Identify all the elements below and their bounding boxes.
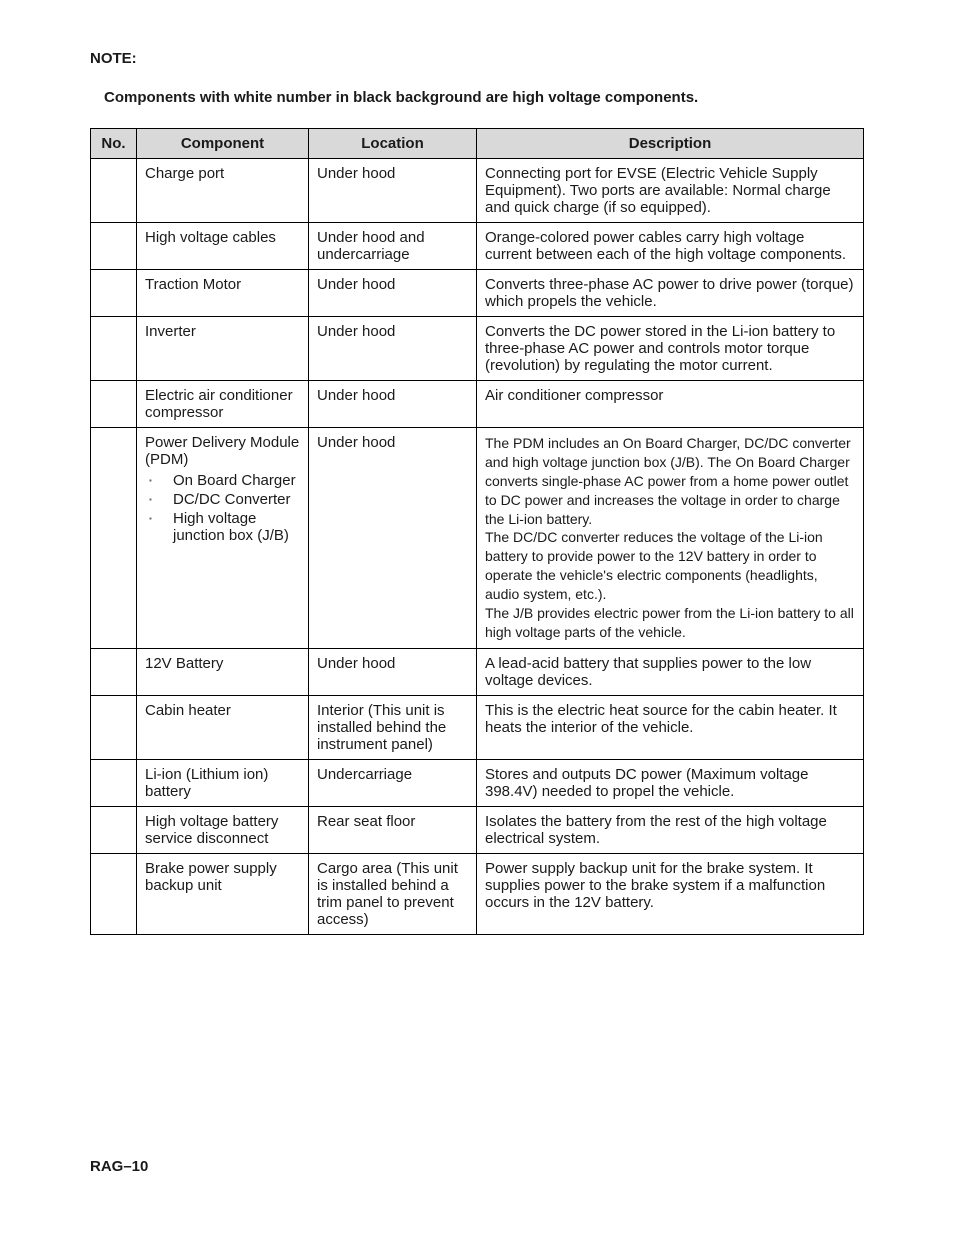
cell-location: Under hood bbox=[309, 648, 477, 695]
cell-no bbox=[91, 648, 137, 695]
cell-component: Inverter bbox=[137, 317, 309, 381]
col-header-component: Component bbox=[137, 129, 309, 159]
cell-no bbox=[91, 759, 137, 806]
col-header-location: Location bbox=[309, 129, 477, 159]
cell-description: Connecting port for EVSE (Electric Vehic… bbox=[477, 159, 864, 223]
cell-description: Orange-colored power cables carry high v… bbox=[477, 223, 864, 270]
cell-location: Under hood bbox=[309, 317, 477, 381]
cell-no bbox=[91, 159, 137, 223]
cell-component: Li-ion (Lithium ion) battery bbox=[137, 759, 309, 806]
cell-component: Electric air conditioner compressor bbox=[137, 381, 309, 428]
component-text: Electric air conditioner compressor bbox=[145, 387, 293, 421]
component-text: Brake power supply backup unit bbox=[145, 860, 277, 894]
note-label: NOTE: bbox=[90, 50, 864, 67]
cell-description: Air conditioner compressor bbox=[477, 381, 864, 428]
component-text: Charge port bbox=[145, 165, 224, 182]
cell-description: Isolates the battery from the rest of th… bbox=[477, 806, 864, 853]
cell-location: Under hood bbox=[309, 159, 477, 223]
component-bullet: High voltage junction box (J/B) bbox=[161, 510, 300, 544]
table-body: Charge portUnder hoodConnecting port for… bbox=[91, 159, 864, 935]
col-header-no: No. bbox=[91, 129, 137, 159]
component-text: Traction Motor bbox=[145, 276, 241, 293]
components-table: No. Component Location Description Charg… bbox=[90, 128, 864, 935]
cell-no bbox=[91, 853, 137, 934]
page: NOTE: Components with white number in bl… bbox=[0, 0, 954, 1235]
cell-location: Under hood bbox=[309, 428, 477, 649]
table-row: Charge port Under hoodConnecting port for… bbox=[91, 159, 864, 223]
cell-no bbox=[91, 317, 137, 381]
cell-component: Brake power supply backup unit bbox=[137, 853, 309, 934]
table-row: Electric air conditioner compressor Under… bbox=[91, 381, 864, 428]
table-header-row: No. Component Location Description bbox=[91, 129, 864, 159]
note-text: Components with white number in black ba… bbox=[90, 89, 864, 106]
component-text: 12V Battery bbox=[145, 655, 223, 672]
cell-description: Converts three-phase AC power to drive p… bbox=[477, 270, 864, 317]
table-row: High voltage battery service disconnect R… bbox=[91, 806, 864, 853]
table-row: Traction Motor Under hoodConverts three-p… bbox=[91, 270, 864, 317]
cell-no bbox=[91, 428, 137, 649]
table-row: Li-ion (Lithium ion) battery Undercarriag… bbox=[91, 759, 864, 806]
table-row: Inverter Under hoodConverts the DC power … bbox=[91, 317, 864, 381]
cell-description: Stores and outputs DC power (Maximum vol… bbox=[477, 759, 864, 806]
cell-description: The PDM includes an On Board Charger, DC… bbox=[477, 428, 864, 649]
cell-component: 12V Battery bbox=[137, 648, 309, 695]
table-row: Cabin heater Interior (This unit is insta… bbox=[91, 695, 864, 759]
col-header-description: Description bbox=[477, 129, 864, 159]
component-text: Li-ion (Lithium ion) battery bbox=[145, 766, 268, 800]
cell-component: High voltage cables bbox=[137, 223, 309, 270]
component-bullet: On Board Charger bbox=[161, 472, 300, 489]
cell-description: Converts the DC power stored in the Li-i… bbox=[477, 317, 864, 381]
component-text: High voltage battery service disconnect bbox=[145, 813, 278, 847]
cell-no bbox=[91, 223, 137, 270]
cell-location: Cargo area (This unit is installed behin… bbox=[309, 853, 477, 934]
cell-description: This is the electric heat source for the… bbox=[477, 695, 864, 759]
cell-component: High voltage battery service disconnect bbox=[137, 806, 309, 853]
cell-no bbox=[91, 381, 137, 428]
cell-component: Power Delivery Module (PDM) On Board Char… bbox=[137, 428, 309, 649]
cell-location: Rear seat floor bbox=[309, 806, 477, 853]
cell-location: Under hood and undercarriage bbox=[309, 223, 477, 270]
cell-location: Interior (This unit is installed behind … bbox=[309, 695, 477, 759]
table-row: Power Delivery Module (PDM) On Board Char… bbox=[91, 428, 864, 649]
cell-location: Under hood bbox=[309, 381, 477, 428]
cell-description: A lead-acid battery that supplies power … bbox=[477, 648, 864, 695]
table-row: 12V Battery Under hoodA lead-acid battery… bbox=[91, 648, 864, 695]
cell-description: Power supply backup unit for the brake s… bbox=[477, 853, 864, 934]
cell-component: Cabin heater bbox=[137, 695, 309, 759]
component-bullet: DC/DC Converter bbox=[161, 491, 300, 508]
cell-no bbox=[91, 270, 137, 317]
table-row: Brake power supply backup unit Cargo area… bbox=[91, 853, 864, 934]
page-footer: RAG–10 bbox=[90, 1158, 148, 1175]
component-text: Power Delivery Module (PDM) bbox=[145, 434, 299, 468]
cell-no bbox=[91, 806, 137, 853]
component-text: Cabin heater bbox=[145, 702, 231, 719]
component-bullet-list: On Board Charger DC/DC Converter High volt… bbox=[145, 472, 300, 544]
table-row: High voltage cables Under hood and underc… bbox=[91, 223, 864, 270]
cell-component: Traction Motor bbox=[137, 270, 309, 317]
cell-location: Under hood bbox=[309, 270, 477, 317]
cell-location: Undercarriage bbox=[309, 759, 477, 806]
component-text: High voltage cables bbox=[145, 229, 276, 246]
cell-component: Charge port bbox=[137, 159, 309, 223]
cell-no bbox=[91, 695, 137, 759]
component-text: Inverter bbox=[145, 323, 196, 340]
